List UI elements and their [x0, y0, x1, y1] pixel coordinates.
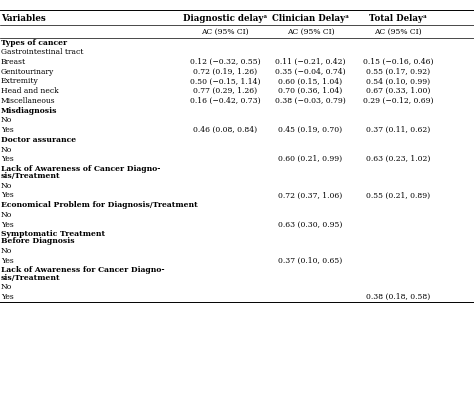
Text: Types of cancer: Types of cancer	[1, 39, 67, 46]
Text: Before Diagnosis: Before Diagnosis	[1, 237, 74, 245]
Text: 0.15 (−0.16, 0.46): 0.15 (−0.16, 0.46)	[363, 58, 433, 66]
Text: Symptomatic Treatment: Symptomatic Treatment	[1, 230, 105, 238]
Text: Gastrointestinal tract: Gastrointestinal tract	[1, 48, 83, 56]
Text: Variables: Variables	[1, 14, 46, 23]
Text: 0.55 (0.21, 0.89): 0.55 (0.21, 0.89)	[366, 191, 430, 199]
Text: Yes: Yes	[1, 221, 14, 229]
Text: Doctor assurance: Doctor assurance	[1, 136, 76, 144]
Text: 0.72 (0.19, 1.26): 0.72 (0.19, 1.26)	[193, 68, 257, 76]
Text: 0.35 (−0.04, 0.74): 0.35 (−0.04, 0.74)	[275, 68, 346, 76]
Text: 0.11 (−0.21, 0.42): 0.11 (−0.21, 0.42)	[275, 58, 346, 66]
Text: 0.29 (−0.12, 0.69): 0.29 (−0.12, 0.69)	[363, 97, 433, 105]
Text: 0.50 (−0.15, 1.14): 0.50 (−0.15, 1.14)	[190, 77, 260, 85]
Text: Diagnostic delayᵃ: Diagnostic delayᵃ	[183, 14, 267, 23]
Text: 0.12 (−0.32, 0.55): 0.12 (−0.32, 0.55)	[190, 58, 260, 66]
Text: 0.63 (0.23, 1.02): 0.63 (0.23, 1.02)	[366, 155, 430, 163]
Text: sis/Treatment: sis/Treatment	[1, 172, 61, 180]
Text: 0.45 (0.19, 0.70): 0.45 (0.19, 0.70)	[278, 126, 343, 134]
Text: 0.77 (0.29, 1.26): 0.77 (0.29, 1.26)	[193, 87, 257, 95]
Text: 0.72 (0.37, 1.06): 0.72 (0.37, 1.06)	[278, 191, 343, 199]
Text: No: No	[1, 283, 12, 291]
Text: No: No	[1, 247, 12, 255]
Text: 0.38 (−0.03, 0.79): 0.38 (−0.03, 0.79)	[275, 97, 346, 105]
Text: Breast: Breast	[1, 58, 26, 66]
Text: Total Delayᵃ: Total Delayᵃ	[369, 14, 427, 23]
Text: 0.70 (0.36, 1.04): 0.70 (0.36, 1.04)	[278, 87, 343, 95]
Text: Misdiagnosis: Misdiagnosis	[1, 107, 57, 115]
Text: Yes: Yes	[1, 191, 14, 199]
Text: No: No	[1, 116, 12, 124]
Text: 0.38 (0.18, 0.58): 0.38 (0.18, 0.58)	[366, 293, 430, 301]
Text: Genitourinary: Genitourinary	[1, 68, 54, 76]
Text: 0.37 (0.10, 0.65): 0.37 (0.10, 0.65)	[278, 257, 343, 265]
Text: sis/Treatment: sis/Treatment	[1, 274, 61, 281]
Text: AC (95% CI): AC (95% CI)	[287, 28, 334, 36]
Text: Yes: Yes	[1, 293, 14, 301]
Text: Lack of Awareness of Cancer Diagno-: Lack of Awareness of Cancer Diagno-	[1, 165, 160, 173]
Text: No: No	[1, 211, 12, 219]
Text: Yes: Yes	[1, 257, 14, 265]
Text: 0.16 (−0.42, 0.73): 0.16 (−0.42, 0.73)	[190, 97, 260, 105]
Text: Yes: Yes	[1, 155, 14, 163]
Text: Clinician Delayᵃ: Clinician Delayᵃ	[272, 14, 349, 23]
Text: 0.60 (0.15, 1.04): 0.60 (0.15, 1.04)	[278, 77, 343, 85]
Text: AC (95% CI): AC (95% CI)	[374, 28, 422, 36]
Text: Miscellaneous: Miscellaneous	[1, 97, 55, 105]
Text: Extremity: Extremity	[1, 77, 39, 85]
Text: AC (95% CI): AC (95% CI)	[201, 28, 249, 36]
Text: Yes: Yes	[1, 126, 14, 134]
Text: 0.46 (0.08, 0.84): 0.46 (0.08, 0.84)	[193, 126, 257, 134]
Text: 0.63 (0.30, 0.95): 0.63 (0.30, 0.95)	[278, 221, 343, 229]
Text: Head and neck: Head and neck	[1, 87, 59, 95]
Text: 0.55 (0.17, 0.92): 0.55 (0.17, 0.92)	[366, 68, 430, 76]
Text: 0.37 (0.11, 0.62): 0.37 (0.11, 0.62)	[366, 126, 430, 134]
Text: 0.54 (0.10, 0.99): 0.54 (0.10, 0.99)	[366, 77, 430, 85]
Text: No: No	[1, 182, 12, 190]
Text: 0.67 (0.33, 1.00): 0.67 (0.33, 1.00)	[366, 87, 430, 95]
Text: Economical Problem for Diagnosis/Treatment: Economical Problem for Diagnosis/Treatme…	[1, 201, 198, 209]
Text: No: No	[1, 146, 12, 154]
Text: 0.60 (0.21, 0.99): 0.60 (0.21, 0.99)	[278, 155, 343, 163]
Text: Lack of Awareness for Cancer Diagno-: Lack of Awareness for Cancer Diagno-	[1, 266, 164, 274]
